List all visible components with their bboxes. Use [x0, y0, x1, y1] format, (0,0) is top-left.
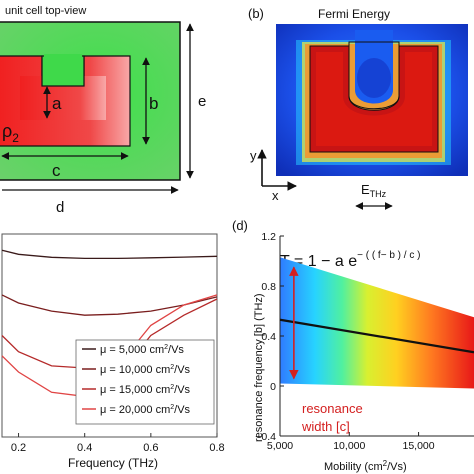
- resonance-width-band: [280, 257, 474, 389]
- panel-b-tag: (b): [248, 6, 264, 21]
- label-e: e: [198, 93, 206, 110]
- plot-d-ytick-label: 0.8: [261, 281, 276, 293]
- plot-c-xlabel: Frequency (THz): [68, 456, 158, 470]
- plot-d-xlabel: Mobility (cm2/Vs): [324, 459, 407, 473]
- plot-c-xticks: 0.2 0.4 0.6 0.8: [11, 433, 225, 454]
- axis-y-label: y: [250, 148, 257, 163]
- plot-d-ytick-label: 0: [270, 381, 276, 393]
- plot-c-xtick-label: 0.8: [209, 442, 224, 454]
- resonator-gap: [41, 55, 85, 87]
- resonance-frequency-line: [279, 318, 474, 354]
- panel-b-title: Fermi Energy: [318, 7, 390, 21]
- plot-d-ytick-label: 0.4: [261, 331, 276, 343]
- plot-d-ytick-label: −0.4: [255, 431, 276, 443]
- plot-c-line-1: [1, 249, 218, 260]
- annotation-width: width [c]: [301, 419, 350, 434]
- legend-entry: μ = 10,000 cm2/Vs: [100, 364, 191, 376]
- label-a: a: [52, 94, 62, 113]
- plot-c-line-2: [1, 294, 218, 316]
- panel-c: 0.2 0.4 0.6 0.8 Frequency (THz) μ = 5,000 c…: [1, 233, 225, 470]
- plot-c-xtick-label: 0.2: [11, 442, 26, 454]
- annotation-resonance: resonance: [302, 401, 363, 416]
- plot-d-xtick-label: 10,000: [333, 440, 365, 452]
- legend-entry: μ = 20,000 cm2/Vs: [100, 404, 191, 416]
- panel-b: (b) Fermi Energy y x ETHz: [248, 6, 468, 210]
- legend-entry: μ = 15,000 cm2/Vs: [100, 384, 191, 396]
- label-rho: ρ2: [2, 121, 19, 145]
- plot-d-ylabel: resonance frequency [b] (THz): [253, 293, 265, 442]
- label-c: c: [52, 161, 61, 180]
- plot-d: −0.4 0 0.4 0.8 1.2 5,000 10,000 15,000: [255, 231, 474, 452]
- panel-a-title: unit cell top-view: [5, 5, 86, 17]
- plot-c-xtick-label: 0.6: [143, 442, 158, 454]
- plot-d-xtick-label: 5,000: [267, 440, 293, 452]
- panel-d: (d) T = 1 − a e− ( ( f− b ) / c ) −0.400…: [232, 218, 474, 473]
- label-b: b: [149, 94, 158, 113]
- panel-a: unit cell top-view a b ρ2 c d e: [0, 5, 206, 216]
- plot-c-legend-items: μ = 5,000 cm2/Vs μ = 10,000 cm2/Vs μ = 15,…: [82, 344, 191, 416]
- plot-d-ytick-label: 1.2: [261, 231, 276, 243]
- plot-c-legend: [75, 339, 215, 425]
- axis-x-label: x: [272, 188, 279, 203]
- label-d: d: [56, 199, 64, 216]
- plot-c-xtick-label: 0.4: [77, 442, 92, 454]
- field-label: ETHz: [361, 182, 387, 199]
- legend-entry: μ = 5,000 cm2/Vs: [100, 344, 184, 356]
- plot-d-xtick-label: 15,000: [403, 440, 435, 452]
- panel-d-tag: (d): [232, 218, 248, 233]
